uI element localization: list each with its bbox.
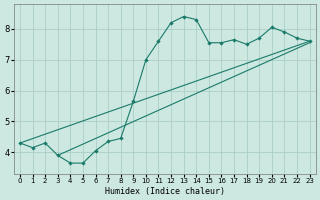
X-axis label: Humidex (Indice chaleur): Humidex (Indice chaleur)	[105, 187, 225, 196]
